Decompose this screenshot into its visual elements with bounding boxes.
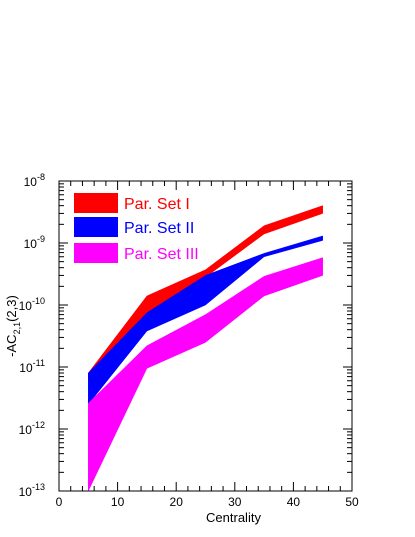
y-axis-label-suffix: (2,3) [4,295,19,322]
y-axis-label-sub: 2,1 [12,322,22,335]
x-tick-label: 0 [56,495,63,509]
plot-frame [58,180,353,492]
x-tick-label: 30 [228,495,242,509]
x-axis-label: Centrality [206,510,261,525]
y-axis-label: -AC2,1(2,3) [4,295,22,357]
y-tick-label: 10-9 [24,234,45,251]
y-tick-label: 10-10 [19,296,45,313]
band-series-3 [88,257,323,492]
y-tick-label: 10-13 [19,482,45,499]
legend-swatch-3 [74,243,118,263]
y-axis: 10-13 10-12 10-11 10-10 10-9 10-8 [19,172,352,499]
x-tick-label: 20 [170,495,184,509]
bands-layer [88,205,323,492]
y-axis-label-base: -AC [4,334,19,356]
x-tick-label: 40 [287,495,301,509]
legend: Par. Set I Par. Set II Par. Set III [74,193,199,263]
x-tick-label: 50 [345,495,359,509]
y-tick-label: 10-12 [19,420,45,437]
legend-swatch-1 [74,193,118,213]
y-tick-label: 10-8 [24,172,45,189]
legend-label-1: Par. Set I [124,196,190,213]
x-tick-label: 10 [111,495,125,509]
y-tick-label: 10-11 [19,358,45,375]
legend-swatch-2 [74,217,118,237]
x-axis: 0 10 20 30 40 50 [56,181,359,509]
legend-label-2: Par. Set II [124,220,194,237]
band-series-2 [88,235,323,406]
legend-label-3: Par. Set III [124,246,199,263]
